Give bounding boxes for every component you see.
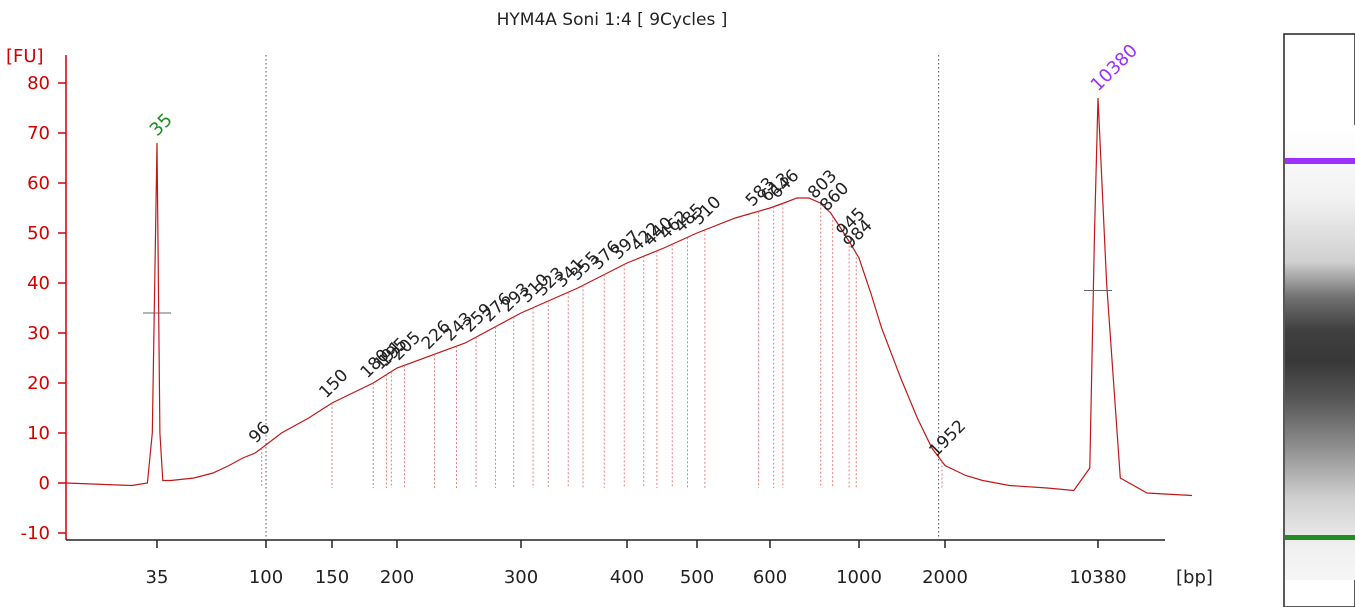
x-tick-label: 600: [753, 567, 787, 588]
gel-lane: [1283, 33, 1355, 607]
y-tick-label: 60: [27, 173, 50, 194]
x-tick-label: 300: [504, 567, 538, 588]
y-tick-label: -10: [21, 523, 50, 544]
peak-label: 150: [315, 365, 352, 402]
x-tick-label: 150: [315, 567, 349, 588]
reference-lines: [265, 55, 940, 540]
y-tick-label: 50: [27, 223, 50, 244]
trace-line: [65, 97, 1193, 497]
x-tick-label: 400: [610, 567, 644, 588]
x-tick-label: 500: [680, 567, 714, 588]
x-tick-label: 2000: [922, 567, 968, 588]
y-tick-label: 40: [27, 273, 50, 294]
y-tick-label: 30: [27, 323, 50, 344]
peak-label: 96: [245, 418, 274, 447]
gel-band-gradient: [1285, 125, 1355, 580]
y-axis-label: [FU]: [6, 46, 44, 67]
x-tick-label: 10380: [1069, 567, 1126, 588]
marker-peak-label: 10380: [1087, 40, 1142, 95]
x-tick-label: 100: [249, 567, 283, 588]
y-tick-label: 20: [27, 373, 50, 394]
y-tick-label: 10: [27, 423, 50, 444]
gel-lower-marker-band: [1285, 535, 1355, 540]
y-tick-label: 0: [39, 473, 50, 494]
y-ticks: -10 0 10 20 30 40 50 60 70 80: [21, 73, 66, 544]
peak-labels: 9615018019119520522624325927629331032334…: [245, 166, 970, 488]
x-tick-label: 200: [380, 567, 414, 588]
chart-title: HYM4A Soni 1:4 [ 9Cycles ]: [497, 10, 728, 30]
plot-area: [65, 97, 1193, 497]
x-axis-label: [bp]: [1176, 567, 1213, 588]
x-ticks: 35 100 150 200 300 400 500 600 1000 2000 10380: [146, 540, 1127, 588]
peak-label: 1952: [925, 416, 970, 461]
x-tick-label: 1000: [836, 567, 882, 588]
gel-upper-marker-band: [1285, 158, 1355, 164]
y-tick-label: 80: [27, 73, 50, 94]
marker-peak-label: 35: [146, 109, 177, 140]
x-tick-label: 35: [146, 567, 169, 588]
y-tick-label: 70: [27, 123, 50, 144]
marker-labels: 35 10380: [143, 40, 1142, 314]
